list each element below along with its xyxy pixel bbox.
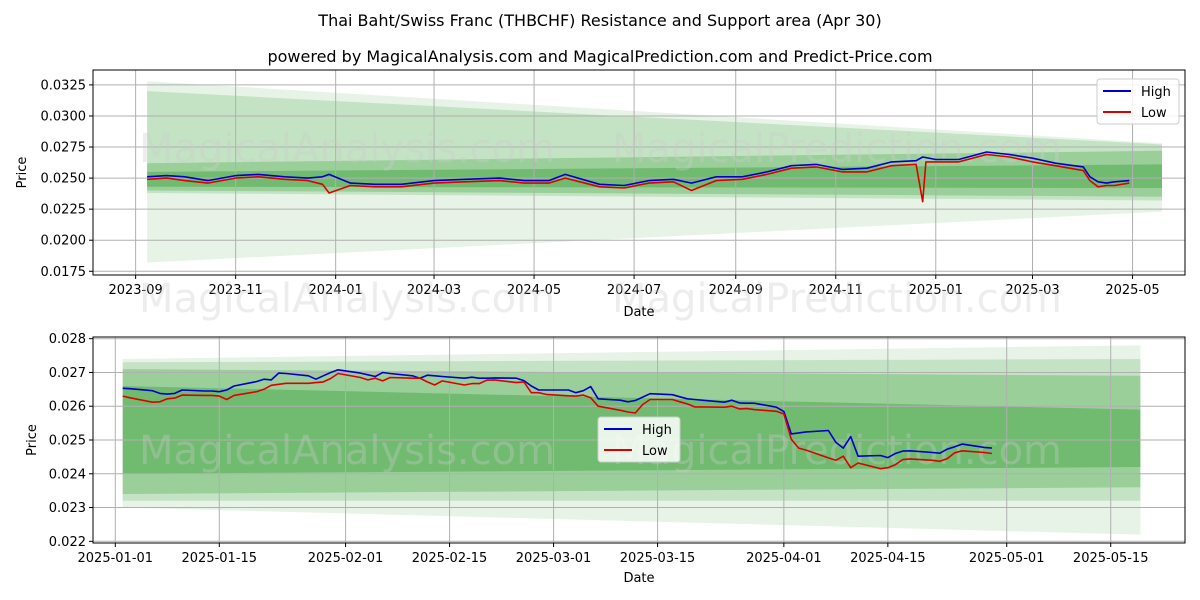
x-tick-label: 2025-03-01 — [516, 551, 592, 566]
series-line-low — [147, 153, 1130, 203]
watermark-text: MagicalPrediction.com — [612, 428, 1062, 474]
watermark-text: MagicalPrediction.com — [612, 276, 1062, 322]
series-line-high — [147, 151, 1130, 187]
y-tick-label: 0.026 — [49, 400, 86, 415]
y-tick-label: 0.027 — [49, 366, 86, 381]
legend-label-high: High — [642, 423, 672, 438]
plot-frame — [92, 336, 1186, 544]
plot-frame — [92, 69, 1186, 276]
y-tick-label: 0.0200 — [41, 234, 87, 249]
series-line-low — [122, 372, 993, 470]
legend: High Low — [1096, 78, 1180, 125]
y-tick-label: 0.0225 — [41, 203, 87, 218]
watermark-text: MagicalAnalysis.com — [139, 126, 555, 172]
y-tick-label: 0.028 — [49, 332, 86, 347]
y-axis-label: Price — [15, 157, 30, 189]
watermark-text: MagicalPrediction.com — [612, 126, 1062, 172]
x-tick-label: 2024-09 — [709, 283, 763, 298]
x-tick-label: 2025-01-15 — [182, 551, 258, 566]
watermark-text: MagicalAnalysis.com — [139, 428, 555, 474]
watermark-text: MagicalAnalysis.com — [139, 276, 555, 322]
x-tick-label: 2025-04-01 — [746, 551, 822, 566]
y-tick-label: 0.0175 — [41, 265, 87, 280]
y-tick-label: 0.024 — [49, 467, 86, 482]
y-tick-label: 0.0300 — [41, 109, 87, 124]
y-tick-label: 0.022 — [49, 535, 86, 550]
x-tick-label: 2023-11 — [208, 283, 262, 298]
y-tick-label: 0.0325 — [41, 78, 87, 93]
y-tick-label: 0.0250 — [41, 172, 87, 187]
x-tick-label: 2024-05 — [507, 283, 561, 298]
x-tick-label: 2023-09 — [108, 283, 162, 298]
x-tick-label: 2025-05-01 — [969, 551, 1045, 566]
y-tick-label: 0.0275 — [41, 141, 87, 156]
legend-label-low: Low — [642, 444, 668, 459]
x-axis-label: Date — [623, 305, 654, 320]
legend-label-high: High — [1141, 85, 1171, 100]
x-tick-label: 2024-01 — [309, 283, 363, 298]
support-resistance-band — [147, 91, 1163, 201]
x-tick-label: 2025-05 — [1105, 283, 1159, 298]
x-tick-label: 2024-11 — [809, 283, 863, 298]
y-axis-label: Price — [25, 424, 40, 456]
y-tick-label: 0.023 — [49, 501, 86, 516]
legend-label-low: Low — [1141, 106, 1167, 121]
support-resistance-band — [147, 164, 1163, 188]
x-axis-label: Date — [623, 571, 654, 586]
x-tick-label: 2025-03-15 — [620, 551, 696, 566]
chart-subtitle: powered by MagicalAnalysis.com and Magic… — [267, 47, 932, 66]
x-tick-label: 2025-02-15 — [412, 551, 488, 566]
support-resistance-band — [147, 150, 1163, 197]
x-tick-label: 2025-01 — [909, 283, 963, 298]
support-resistance-band — [147, 81, 1163, 263]
x-tick-label: 2025-04-15 — [850, 551, 926, 566]
bottom-chart: 2025-01-01 2025-01-15 2025-02-01 2025-02-15… — [25, 332, 1186, 586]
x-tick-label: 2024-03 — [407, 283, 461, 298]
y-tick-label: 0.025 — [49, 434, 86, 449]
x-tick-label: 2025-05-15 — [1073, 551, 1149, 566]
top-chart: 2023-09 2023-11 2024-01 2024-03 2024-05 2024-… — [15, 69, 1186, 322]
series-line-high — [122, 368, 992, 459]
x-tick-label: 2025-02-01 — [308, 551, 384, 566]
legend: High Low — [597, 416, 681, 463]
x-tick-label: 2025-01-01 — [78, 551, 154, 566]
x-tick-label: 2024-07 — [607, 283, 661, 298]
x-tick-label: 2025-03 — [1005, 283, 1059, 298]
chart-title: Thai Baht/Swiss Franc (THBCHF) Resistanc… — [317, 11, 881, 30]
